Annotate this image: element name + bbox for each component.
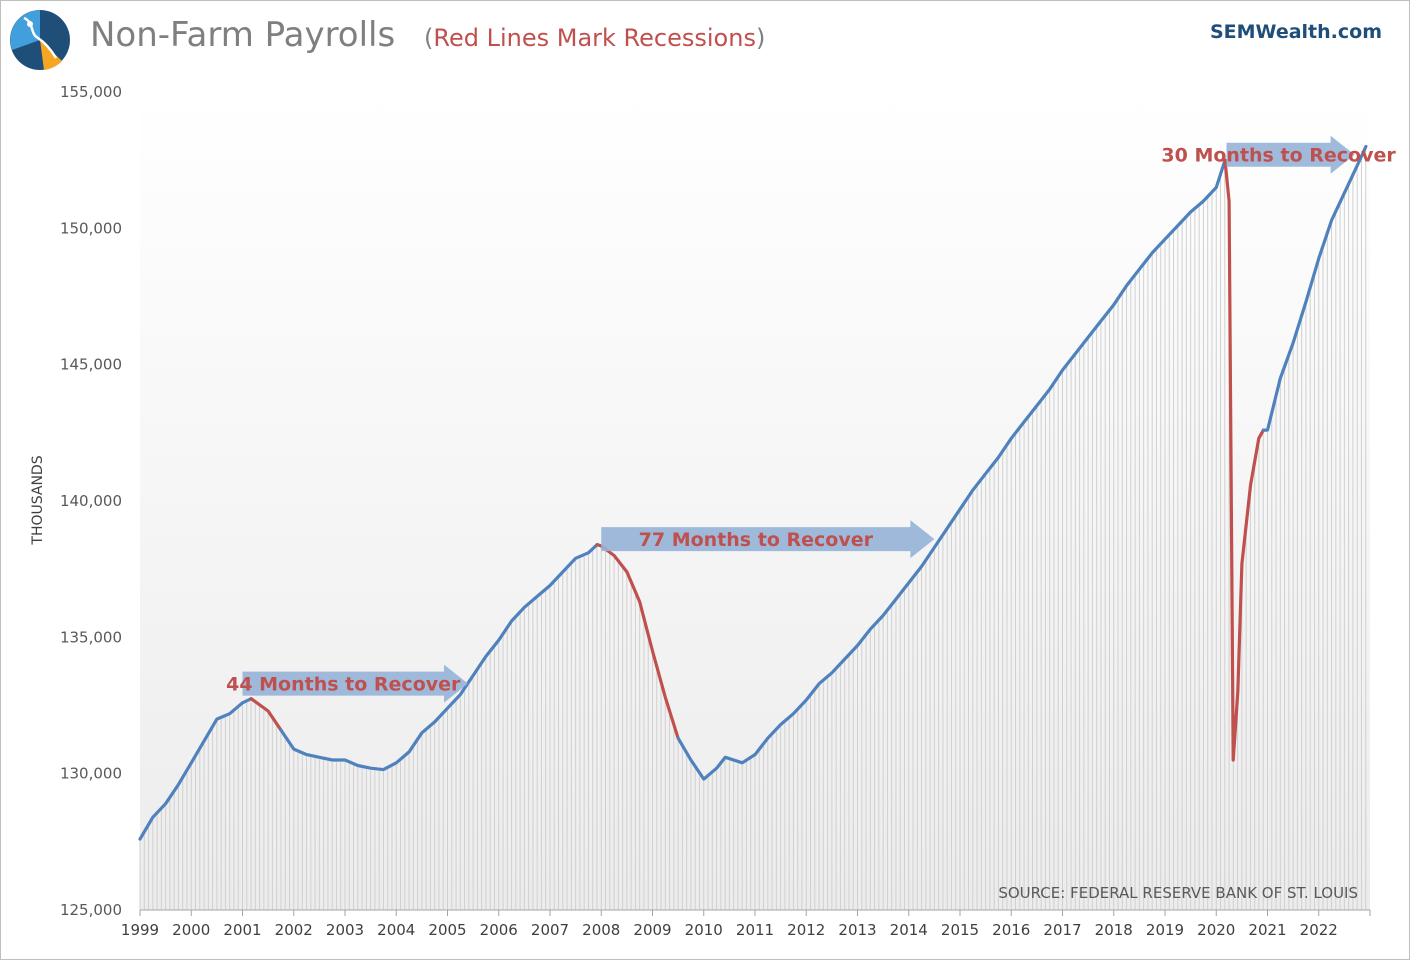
x-tick-label: 2010: [685, 921, 723, 939]
x-tick-label: 2015: [941, 921, 979, 939]
chart-subtitle: (Red Lines Mark Recessions): [424, 24, 765, 52]
x-tick-label: 2022: [1300, 921, 1338, 939]
x-tick-label: 2011: [736, 921, 774, 939]
y-axis-label: THOUSANDS: [30, 455, 46, 545]
x-tick-label: 2013: [838, 921, 876, 939]
y-tick-label: 155,000: [60, 83, 122, 101]
x-tick-label: 2006: [480, 921, 518, 939]
recovery-arrow: [601, 520, 935, 559]
x-tick-label: 2018: [1095, 921, 1133, 939]
x-tick-label: 2009: [633, 921, 671, 939]
x-tick-label: 2014: [890, 921, 928, 939]
recession-segment: [249, 697, 283, 732]
x-tick-label: 1999: [121, 921, 159, 939]
recovery-arrow: [1226, 135, 1355, 174]
payroll-segment: [676, 158, 1227, 781]
x-tick-label: 2008: [582, 921, 620, 939]
recovery-label: 77 Months to Recover: [639, 529, 874, 551]
payroll-segment: [279, 542, 599, 772]
recovery-annotations: 44 Months to Recover 77 Months to Recover…: [226, 135, 1396, 703]
x-tick-label: 2002: [275, 921, 313, 939]
y-tick-label: 150,000: [60, 219, 122, 237]
x-tick-label: 2021: [1248, 921, 1286, 939]
source-note: SOURCE: FEDERAL RESERVE BANK OF ST. LOUI…: [998, 884, 1358, 902]
x-tick-label: 2016: [992, 921, 1030, 939]
y-tick-label: 145,000: [60, 356, 122, 374]
x-axis: 1999 2000 2001 2002 2003 2004 2005 2006 2007 2008…: [121, 909, 1371, 939]
monthly-bars: [139, 148, 1367, 910]
recession-segment: [1223, 158, 1266, 762]
payroll-line: [138, 144, 1368, 841]
semwealth-logo-icon: [10, 10, 70, 70]
x-tick-label: 2020: [1197, 921, 1235, 939]
x-tick-label: 2017: [1043, 921, 1081, 939]
x-tick-label: 2005: [428, 921, 466, 939]
recovery-label: 30 Months to Recover: [1161, 145, 1396, 167]
chart-title: Non-Farm Payrolls: [90, 15, 395, 55]
x-tick-label: 2001: [223, 921, 261, 939]
x-tick-label: 2012: [787, 921, 825, 939]
brand-name: SEMWealth.com: [1210, 21, 1382, 43]
y-tick-label: 135,000: [60, 628, 122, 646]
x-tick-label: 2004: [377, 921, 415, 939]
x-tick-label: 2007: [531, 921, 569, 939]
y-tick-label: 140,000: [60, 492, 122, 510]
recovery-label: 44 Months to Recover: [226, 674, 461, 696]
y-tick-label: 125,000: [60, 901, 122, 919]
payroll-segment: [1261, 144, 1368, 432]
y-axis: 125,000 130,000 135,000 140,000 145,000 150,0…: [60, 83, 122, 919]
x-tick-label: 2000: [172, 921, 210, 939]
recovery-arrow: [242, 664, 468, 703]
x-tick-label: 2019: [1146, 921, 1184, 939]
x-tick-label: 2003: [326, 921, 364, 939]
payroll-segment: [138, 697, 253, 841]
y-tick-label: 130,000: [60, 765, 122, 783]
